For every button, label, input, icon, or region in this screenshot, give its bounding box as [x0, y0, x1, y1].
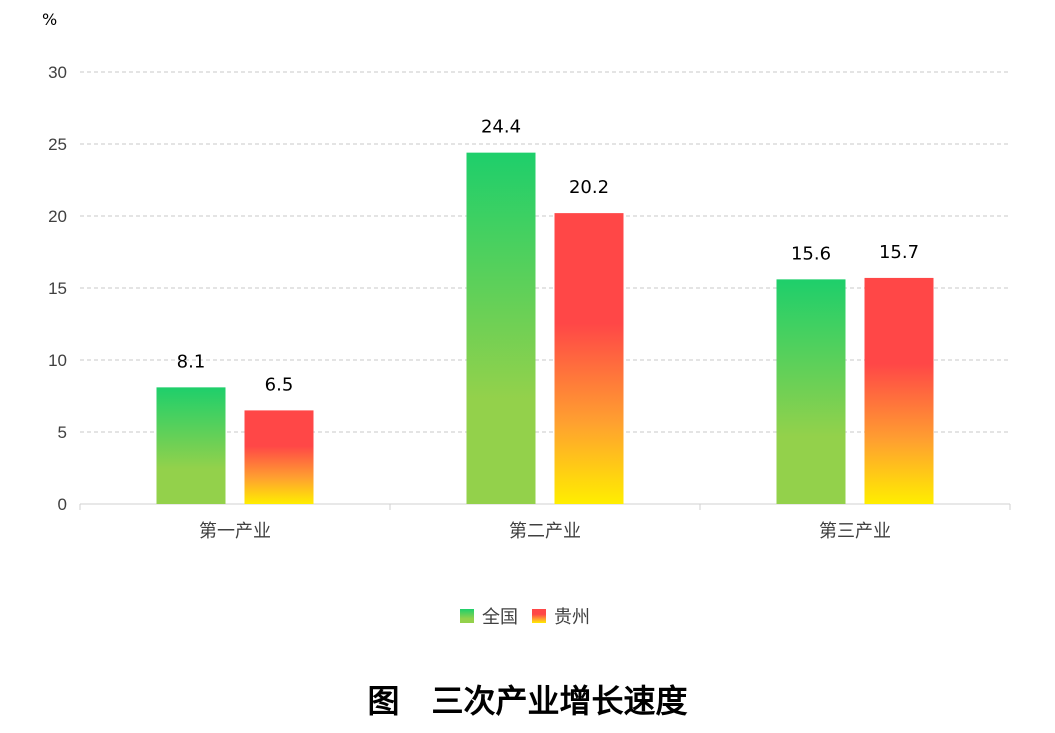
y-tick-label: 10 [48, 351, 67, 370]
y-tick-label: 25 [48, 135, 67, 154]
y-tick-label: 0 [58, 495, 67, 514]
y-tick-label: 30 [48, 63, 67, 82]
category-label: 第三产业 [819, 521, 891, 542]
category-label: 第一产业 [199, 521, 271, 542]
data-label: 20.2 [569, 177, 609, 198]
data-labels: 8.1 6.5 24.4 20.2 15.6 15.7 [177, 117, 919, 396]
category-labels: 第一产业 第二产业 第三产业 [199, 521, 891, 542]
y-tick-label: 5 [58, 423, 67, 442]
figure-caption: 图 三次产业增长速度 [367, 682, 688, 720]
legend: 全国 贵州 [460, 607, 590, 628]
bar-全国-第三产业 [776, 279, 846, 504]
bar-贵州-第三产业 [864, 277, 934, 504]
x-axis [79, 503, 1011, 510]
bars [156, 152, 934, 504]
gridlines [80, 71, 1010, 433]
bar-全国-第二产业 [466, 152, 536, 504]
legend-swatch-贵州 [532, 609, 546, 623]
category-label: 第二产业 [509, 521, 581, 542]
data-label: 24.4 [481, 117, 521, 138]
bar-全国-第一产业 [156, 387, 226, 504]
y-axis-unit-label: % [42, 10, 57, 29]
legend-label-全国: 全国 [482, 607, 518, 628]
y-tick-label: 15 [48, 279, 67, 298]
y-tick-label: 20 [48, 207, 67, 226]
data-label: 15.6 [791, 243, 831, 264]
bar-贵州-第二产业 [554, 213, 624, 504]
data-label: 8.1 [177, 351, 206, 372]
y-axis-ticks: 0 5 10 15 20 25 30 [48, 63, 67, 514]
data-label: 15.7 [879, 242, 919, 263]
bar-贵州-第一产业 [244, 410, 314, 504]
legend-swatch-全国 [460, 609, 474, 623]
legend-label-贵州: 贵州 [554, 607, 590, 628]
data-label: 6.5 [265, 374, 294, 395]
